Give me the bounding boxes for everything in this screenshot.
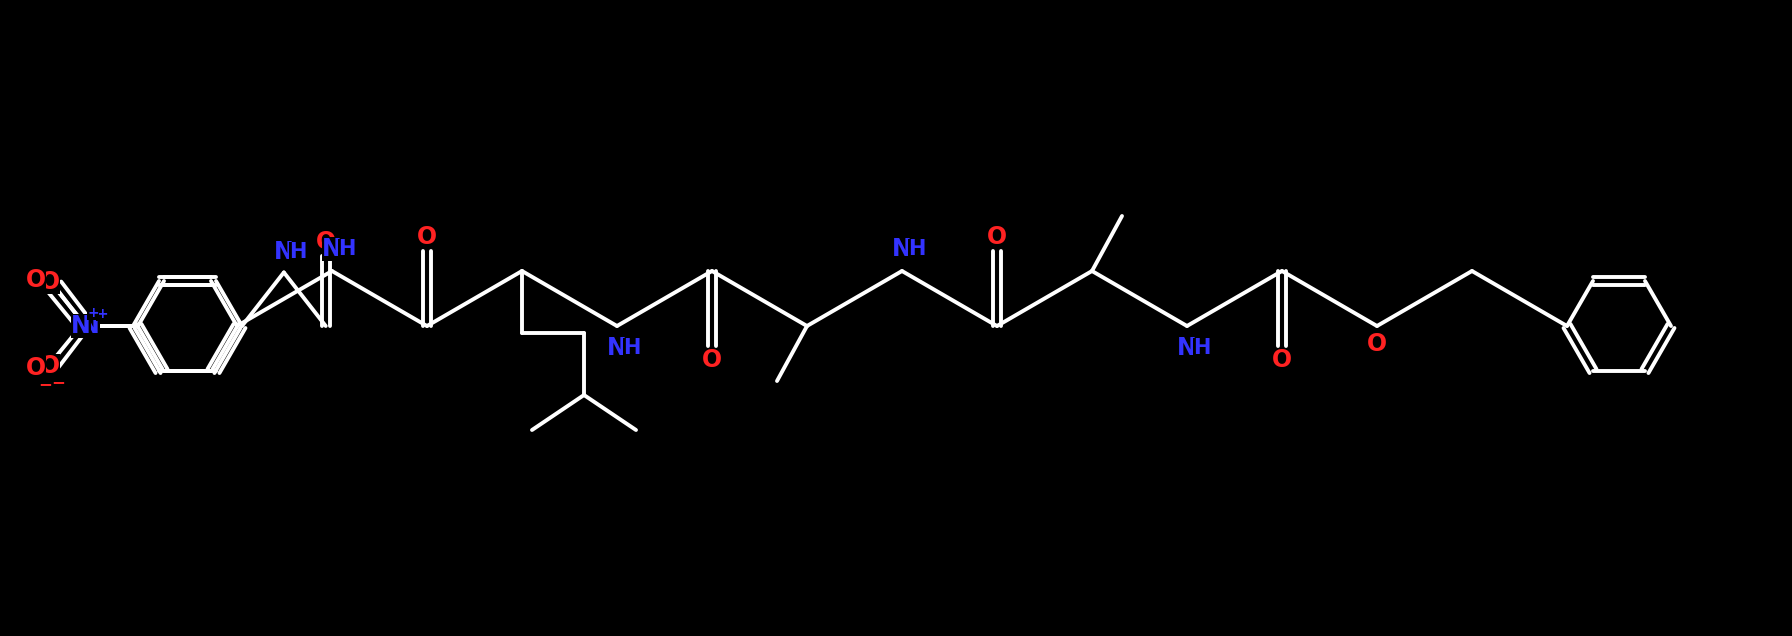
Text: +: + xyxy=(97,307,108,321)
Text: −: − xyxy=(50,373,65,391)
Text: N: N xyxy=(72,314,91,338)
Text: N: N xyxy=(607,336,627,360)
Text: O: O xyxy=(315,230,335,254)
Text: O: O xyxy=(1272,348,1292,372)
Text: O: O xyxy=(39,354,61,378)
Text: H: H xyxy=(624,338,642,358)
Text: H: H xyxy=(1193,338,1211,358)
Text: O: O xyxy=(702,348,722,372)
Text: −: − xyxy=(38,375,52,393)
Text: +: + xyxy=(88,306,99,320)
Text: N: N xyxy=(323,237,342,261)
Text: H: H xyxy=(339,239,355,259)
Text: H: H xyxy=(289,242,306,263)
Text: H: H xyxy=(909,239,926,259)
Text: N: N xyxy=(1177,336,1197,360)
Text: O: O xyxy=(25,268,47,292)
Text: O: O xyxy=(39,270,61,294)
Text: O: O xyxy=(987,225,1007,249)
Text: O: O xyxy=(25,356,47,380)
Text: O: O xyxy=(418,225,437,249)
Text: N: N xyxy=(274,240,294,265)
Text: N: N xyxy=(81,314,100,338)
Text: N: N xyxy=(892,237,912,261)
Text: O: O xyxy=(1367,332,1387,356)
